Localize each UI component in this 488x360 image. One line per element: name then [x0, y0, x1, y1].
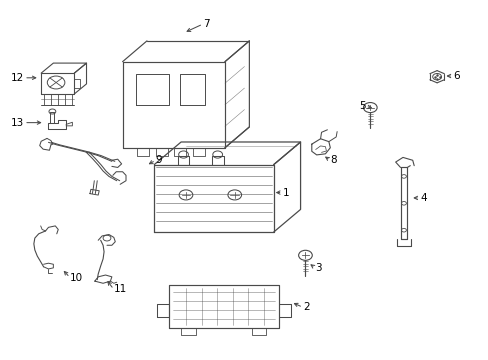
Text: 6: 6	[452, 71, 459, 81]
Circle shape	[432, 73, 441, 80]
Circle shape	[212, 151, 222, 158]
Circle shape	[47, 76, 65, 89]
Text: 5: 5	[358, 102, 365, 112]
Circle shape	[178, 151, 188, 158]
Text: 2: 2	[303, 302, 309, 312]
Text: 10: 10	[70, 273, 83, 283]
Text: 3: 3	[315, 263, 321, 273]
Circle shape	[401, 175, 406, 178]
Text: 11: 11	[114, 284, 127, 294]
Circle shape	[179, 190, 192, 200]
Text: 12: 12	[11, 73, 24, 83]
Circle shape	[363, 103, 376, 113]
Circle shape	[401, 228, 406, 232]
Circle shape	[227, 190, 241, 200]
Text: 8: 8	[330, 155, 336, 165]
Text: 4: 4	[419, 193, 426, 203]
Circle shape	[49, 109, 56, 114]
Text: 7: 7	[203, 19, 209, 29]
Text: 1: 1	[282, 188, 288, 198]
Circle shape	[103, 235, 111, 241]
Circle shape	[401, 202, 406, 205]
Circle shape	[298, 250, 312, 260]
Text: 13: 13	[11, 118, 24, 128]
Text: 9: 9	[156, 155, 162, 165]
